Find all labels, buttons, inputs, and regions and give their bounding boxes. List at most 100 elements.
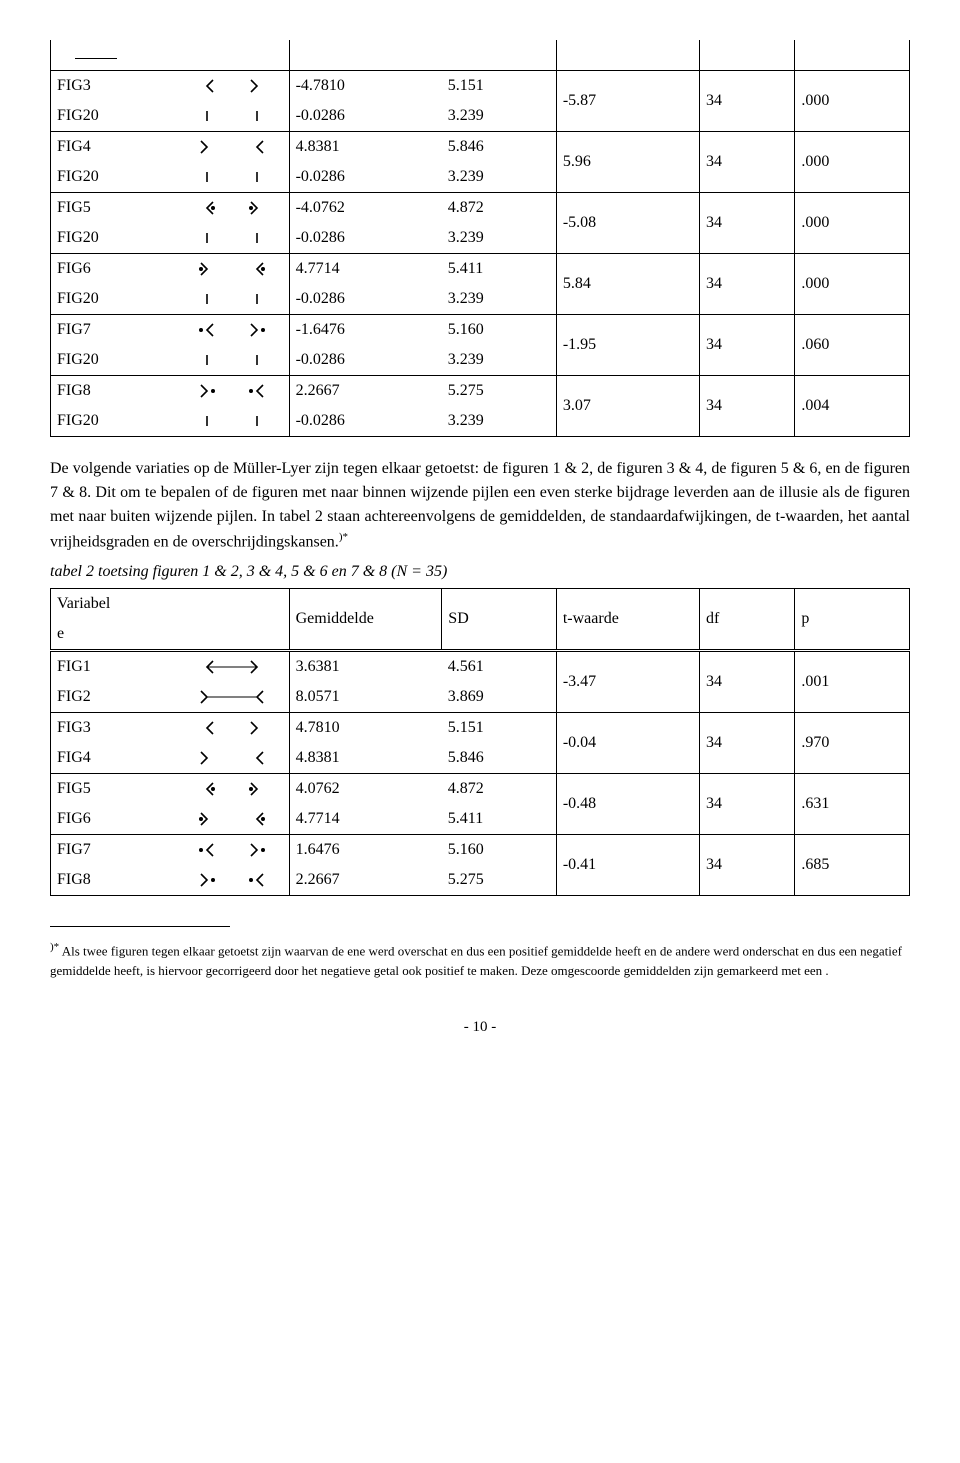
blank-cell [175,619,290,651]
blank-cell [556,40,699,71]
table-row: FIG5-4.07624.872-5.0834.000 [51,193,910,224]
table-row: FIG71.64765.160-0.4134.685 [51,835,910,866]
fig-label: FIG7 [51,315,175,346]
blank-cell [795,40,910,71]
fig-icon [175,101,290,132]
header-var: Variabel [51,589,175,620]
sd-value: 3.239 [442,223,557,254]
fig-label: FIG3 [51,713,175,744]
fig-icon [175,406,290,437]
footnote-separator [50,926,230,927]
fig-label: FIG4 [51,743,175,774]
t-value: 5.84 [556,254,699,315]
mean-value: 4.7714 [289,804,442,835]
p-value: .000 [795,132,910,193]
df-value: 34 [699,774,794,835]
df-value: 34 [699,376,794,437]
fig-label: FIG20 [51,162,175,193]
fig-label: FIG4 [51,132,175,163]
mean-value: -1.6476 [289,315,442,346]
fig-icon [175,651,290,683]
df-value: 34 [699,71,794,132]
sd-value: 5.846 [442,743,557,774]
fig-icon [175,132,290,163]
mean-value: -0.0286 [289,162,442,193]
sd-value: 5.275 [442,865,557,896]
fig-icon [175,774,290,805]
fig-label: FIG6 [51,804,175,835]
fig-label: FIG6 [51,254,175,285]
table-row: FIG7-1.64765.160-1.9534.060 [51,315,910,346]
fig-label: FIG8 [51,376,175,407]
p-value: .060 [795,315,910,376]
df-value: 34 [699,315,794,376]
sd-value: 3.239 [442,406,557,437]
fig-label: FIG20 [51,223,175,254]
footnote-body: Als twee figuren tegen elkaar getoetst z… [50,944,902,978]
sd-value: 4.872 [442,774,557,805]
p-value: .001 [795,651,910,713]
header-gem: Gemiddelde [289,589,442,651]
sd-value: 5.151 [442,71,557,102]
sd-value: 4.872 [442,193,557,224]
page-number: - 10 - [50,1016,910,1039]
fig-label: FIG3 [51,71,175,102]
fig-label: FIG20 [51,406,175,437]
t-value: 5.96 [556,132,699,193]
blank-cell [51,40,175,71]
fig-label: FIG1 [51,651,175,683]
table-row: FIG44.83815.8465.9634.000 [51,132,910,163]
table-header-row: VariabelGemiddeldeSDt-waardedfp [51,589,910,620]
fig-icon [175,713,290,744]
sd-value: 5.411 [442,254,557,285]
fig-icon [175,835,290,866]
mean-value: 4.8381 [289,132,442,163]
blank-cell [442,40,557,71]
t-value: -0.41 [556,835,699,896]
fig-icon [175,804,290,835]
df-value: 34 [699,254,794,315]
df-value: 34 [699,713,794,774]
fig-icon [175,162,290,193]
t-value: -3.47 [556,651,699,713]
sd-value: 5.160 [442,315,557,346]
table-row: FIG34.78105.151-0.0434.970 [51,713,910,744]
p-value: .000 [795,71,910,132]
mean-value: -0.0286 [289,101,442,132]
sd-value: 3.239 [442,345,557,376]
t-value: -0.04 [556,713,699,774]
header-var-2: e [51,619,175,651]
mean-value: -4.0762 [289,193,442,224]
fig-icon [175,743,290,774]
df-value: 34 [699,651,794,713]
fig-icon [175,345,290,376]
fig-icon [175,315,290,346]
mean-value: -0.0286 [289,223,442,254]
t-value: -5.08 [556,193,699,254]
table-row: FIG13.63814.561-3.4734.001 [51,651,910,683]
mean-value: -0.0286 [289,406,442,437]
mean-value: 4.8381 [289,743,442,774]
p-value: .631 [795,774,910,835]
mean-value: 2.2667 [289,865,442,896]
p-value: .004 [795,376,910,437]
footnote-marker-lower: )* [50,941,59,953]
fig-label: FIG2 [51,682,175,713]
p-value: .000 [795,193,910,254]
header-t: t-waarde [556,589,699,651]
df-value: 34 [699,132,794,193]
table-2-body: VariabelGemiddeldeSDt-waardedfpeFIG13.63… [51,589,910,896]
fig-icon [175,376,290,407]
fig-label: FIG20 [51,284,175,315]
t-value: -0.48 [556,774,699,835]
sd-value: 5.151 [442,713,557,744]
fig-icon [175,71,290,102]
footnote-text: )* Als twee figuren tegen elkaar getoets… [50,940,910,980]
table-1-body: FIG3-4.78105.151-5.8734.000FIG20-0.02863… [51,40,910,437]
fig-label: FIG20 [51,345,175,376]
blank-cell [699,40,794,71]
mean-value: 2.2667 [289,376,442,407]
sd-value: 5.275 [442,376,557,407]
t-value: -5.87 [556,71,699,132]
mean-value: 4.7714 [289,254,442,285]
